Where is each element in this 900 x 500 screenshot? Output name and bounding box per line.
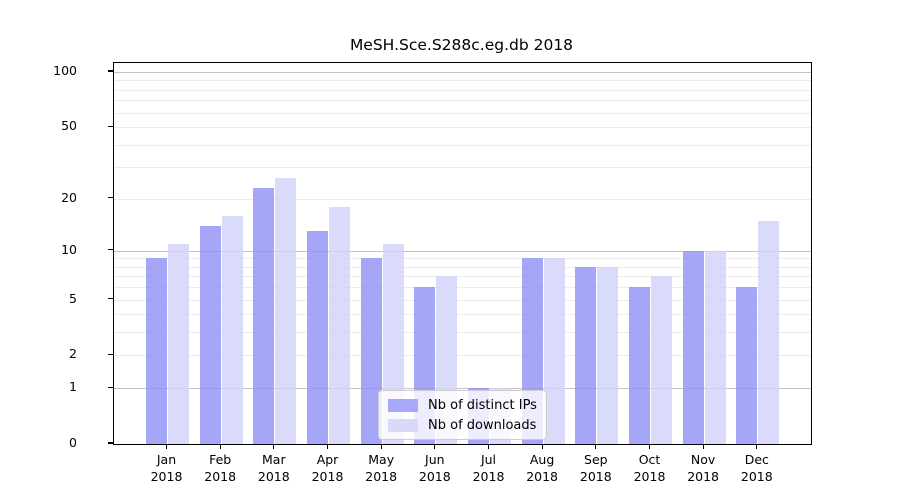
y-tick-label-1: 1 [69, 379, 77, 395]
y-tick-mark-100 [108, 70, 113, 72]
x-tick-label-jun: Jun 2018 [418, 452, 451, 484]
legend-item-downloads: Nb of downloads [388, 416, 537, 434]
y-tick-mark-0 [108, 442, 113, 444]
y-tick-label-2: 2 [69, 346, 77, 362]
bar-ips-may [360, 258, 382, 444]
gridline-minor-2 [114, 355, 811, 357]
gridline-major-1 [114, 388, 811, 390]
x-tick-label-oct: Oct 2018 [633, 452, 666, 484]
x-tick-label-dec: Dec 2018 [740, 452, 773, 484]
bar-downloads-feb [221, 215, 243, 444]
x-tick-mark-nov [702, 444, 704, 449]
x-tick-mark-may [380, 444, 382, 449]
legend-label-downloads: Nb of downloads [428, 417, 537, 433]
y-tick-label-50: 50 [61, 118, 77, 134]
bar-ips-sep [575, 266, 597, 444]
x-tick-mark-apr [326, 444, 329, 449]
y-tick-label-5: 5 [69, 290, 77, 306]
gridline-minor-7 [114, 276, 811, 278]
gridline-minor-60 [114, 112, 811, 114]
gridline-minor-30 [114, 167, 811, 169]
gridline-minor-40 [114, 144, 811, 146]
gridline-minor-70 [114, 100, 811, 102]
bar-downloads-aug [543, 258, 565, 444]
x-tick-label-mar: Mar 2018 [257, 452, 290, 484]
y-tick-mark-2 [108, 353, 113, 355]
x-tick-mark-oct [648, 444, 651, 449]
gridline-minor-3 [114, 332, 811, 334]
bar-ips-apr [307, 231, 328, 444]
gridline-major-10 [114, 250, 811, 252]
legend-swatch-downloads [388, 418, 418, 432]
x-tick-mark-sep [595, 444, 597, 449]
x-tick-mark-mar [273, 444, 275, 449]
y-tick-mark-1 [108, 386, 113, 388]
plot-area [113, 62, 812, 445]
x-tick-label-aug: Aug 2018 [526, 452, 558, 484]
chart-title: MeSH.Sce.S288c.eg.db 2018 [349, 36, 574, 54]
bar-downloads-sep [597, 266, 619, 444]
x-tick-label-may: May 2018 [365, 452, 398, 484]
bar-ips-oct [629, 287, 650, 444]
bar-ips-mar [253, 187, 275, 444]
bar-downloads-apr [329, 206, 350, 444]
gridline-minor-90 [114, 80, 811, 82]
bar-ips-jan [146, 258, 167, 444]
x-tick-label-apr: Apr 2018 [311, 452, 344, 484]
y-tick-label-0: 0 [69, 435, 77, 450]
gridline-minor-8 [114, 266, 811, 268]
gridline-minor-6 [114, 287, 811, 289]
gridline-minor-50 [114, 127, 811, 129]
y-tick-mark-5 [108, 298, 113, 300]
x-tick-mark-feb [219, 444, 221, 449]
gridline-minor-9 [114, 258, 811, 260]
y-tick-mark-50 [108, 125, 113, 127]
legend-swatch-distinct-ips [388, 398, 418, 412]
x-tick-label-feb: Feb 2018 [204, 452, 237, 484]
bar-ips-nov [682, 250, 704, 444]
bar-downloads-nov [704, 250, 726, 444]
x-tick-mark-jan [165, 444, 168, 449]
gridline-minor-4 [114, 314, 811, 316]
y-tick-mark-20 [108, 197, 113, 199]
bar-downloads-dec [758, 220, 780, 444]
bar-downloads-mar [275, 178, 297, 444]
x-tick-mark-jun [434, 444, 436, 449]
bar-ips-dec [736, 287, 758, 444]
y-tick-label-100: 100 [53, 63, 77, 78]
y-tick-mark-10 [108, 249, 113, 251]
bar-downloads-jan [168, 243, 189, 444]
legend: Nb of distinct IPs Nb of downloads [378, 390, 547, 440]
legend-label-distinct-ips: Nb of distinct IPs [428, 397, 537, 413]
y-tick-label-20: 20 [61, 189, 77, 205]
x-tick-mark-aug [541, 444, 543, 449]
bar-ips-feb [199, 225, 221, 444]
x-tick-label-jan: Jan 2018 [150, 452, 183, 484]
x-tick-mark-dec [756, 444, 758, 449]
gridline-minor-80 [114, 89, 811, 91]
gridline-minor-20 [114, 198, 811, 200]
bar-downloads-oct [651, 276, 672, 444]
gridline-minor-5 [114, 299, 811, 301]
x-tick-label-jul: Jul 2018 [472, 452, 505, 484]
gridline-major-100 [114, 72, 811, 73]
x-tick-mark-jul [487, 444, 490, 449]
y-tick-label-10: 10 [61, 241, 77, 257]
x-tick-label-sep: Sep 2018 [579, 452, 612, 484]
x-tick-label-nov: Nov 2018 [687, 452, 719, 484]
legend-item-distinct-ips: Nb of distinct IPs [388, 396, 537, 414]
